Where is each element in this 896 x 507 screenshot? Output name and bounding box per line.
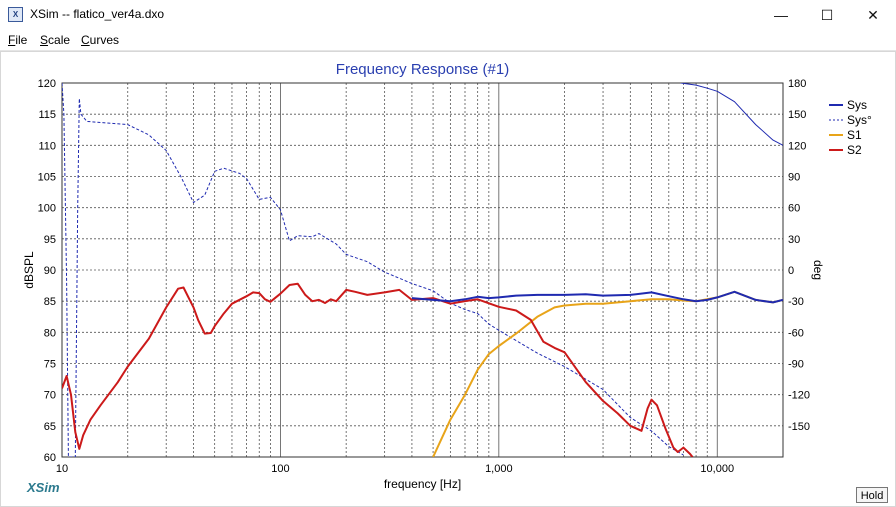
- plot-border: [61, 82, 784, 458]
- legend-label: S2: [847, 143, 862, 157]
- maximize-icon: ☐: [820, 6, 834, 23]
- y2-tick-label: -30: [788, 296, 804, 308]
- y-tick-label: 80: [44, 327, 56, 339]
- y-tick-label: 95: [44, 234, 56, 246]
- menu-bar: File Scale Curves: [0, 30, 896, 51]
- series-line-2: [680, 83, 783, 146]
- y-axis-label: dBSPL: [22, 251, 36, 289]
- minimize-button[interactable]: —: [758, 0, 804, 30]
- y-tick-label: 120: [38, 78, 56, 90]
- y-tick-label: 75: [44, 359, 56, 371]
- legend-label: S1: [847, 128, 862, 142]
- legend-label: Sys: [847, 98, 867, 112]
- series-line-3: [432, 290, 783, 457]
- chart-title: Frequency Response (#1): [336, 61, 509, 78]
- y-tick-label: 115: [38, 109, 56, 121]
- x-tick-label: 1,000: [485, 463, 513, 475]
- maximize-button[interactable]: ☐: [804, 0, 850, 30]
- y2-tick-label: 90: [788, 172, 800, 184]
- y-tick-label: 70: [44, 390, 56, 402]
- y2-tick-label: -120: [788, 390, 810, 402]
- y2-tick-label: -150: [788, 421, 810, 433]
- y-tick-label: 85: [44, 296, 56, 308]
- y-tick-label: 105: [38, 172, 56, 184]
- series-line-4: [62, 282, 694, 457]
- y-tick-label: 90: [44, 265, 56, 277]
- close-button[interactable]: ✕: [850, 0, 896, 30]
- xsim-icon[interactable]: X: [8, 7, 23, 22]
- y2-tick-label: 30: [788, 234, 800, 246]
- xsim-brand: XSim: [27, 480, 60, 495]
- x-axis-label: frequency [Hz]: [384, 477, 461, 491]
- series-line-1: [62, 83, 684, 457]
- y2-tick-label: 60: [788, 203, 800, 215]
- hold-button[interactable]: Hold: [856, 487, 888, 503]
- menu-curves[interactable]: Curves: [81, 33, 120, 47]
- y-tick-label: 100: [38, 203, 56, 215]
- menu-file[interactable]: File: [8, 33, 28, 47]
- y2-tick-label: -90: [788, 359, 804, 371]
- x-tick-label: 10: [56, 463, 68, 475]
- y2-tick-label: 120: [788, 140, 806, 152]
- y-tick-label: 110: [38, 140, 56, 152]
- y-tick-label: 60: [44, 452, 56, 464]
- window-title: XSim -- flatico_ver4a.dxo: [30, 7, 165, 21]
- x-tick-label: 10,000: [700, 463, 734, 475]
- y2-tick-label: 150: [788, 109, 806, 121]
- y2-tick-label: 0: [788, 265, 794, 277]
- close-icon: ✕: [867, 6, 879, 23]
- minimize-icon: —: [774, 7, 788, 23]
- series-line-0: [411, 290, 783, 304]
- x-tick-label: 100: [271, 463, 289, 475]
- legend-label: Sys°: [847, 113, 872, 127]
- menu-scale[interactable]: Scale: [40, 33, 71, 47]
- title-bar: X XSim -- flatico_ver4a.dxo — ☐ ✕: [0, 0, 896, 30]
- y2-axis-label: deg: [811, 260, 825, 280]
- y-tick-label: 65: [44, 421, 56, 433]
- y2-tick-label: 180: [788, 78, 806, 90]
- y2-tick-label: -60: [788, 327, 804, 339]
